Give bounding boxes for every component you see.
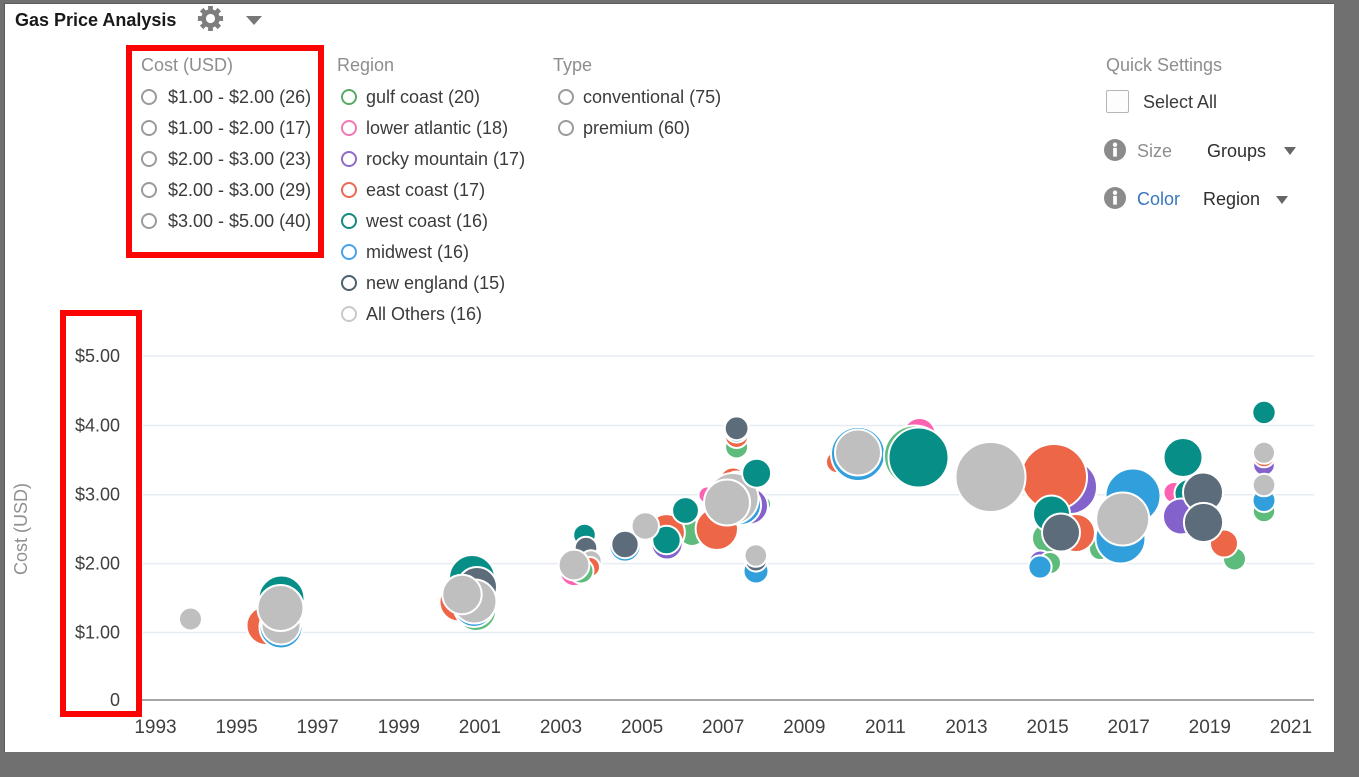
- svg-text:2001: 2001: [459, 717, 501, 738]
- svg-text:2019: 2019: [1189, 717, 1231, 738]
- svg-text:1995: 1995: [215, 717, 257, 738]
- svg-text:2011: 2011: [865, 717, 906, 738]
- svg-text:2009: 2009: [783, 717, 825, 738]
- svg-text:1999: 1999: [378, 717, 420, 738]
- svg-text:2005: 2005: [621, 717, 663, 738]
- svg-text:$4.00: $4.00: [75, 416, 120, 436]
- svg-text:2003: 2003: [540, 717, 582, 738]
- svg-text:2021: 2021: [1270, 717, 1312, 738]
- svg-text:2015: 2015: [1026, 717, 1068, 738]
- svg-text:1993: 1993: [134, 717, 176, 738]
- svg-text:2013: 2013: [945, 717, 987, 738]
- svg-text:$3.00: $3.00: [75, 485, 120, 505]
- svg-text:0: 0: [110, 690, 120, 710]
- svg-text:2017: 2017: [1108, 717, 1150, 738]
- svg-text:$1.00: $1.00: [75, 623, 120, 643]
- svg-text:2007: 2007: [702, 717, 744, 738]
- svg-text:$5.00: $5.00: [75, 346, 120, 366]
- svg-text:$2.00: $2.00: [75, 554, 120, 574]
- svg-text:1997: 1997: [297, 717, 339, 738]
- svg-text:Cost (USD): Cost (USD): [11, 483, 31, 575]
